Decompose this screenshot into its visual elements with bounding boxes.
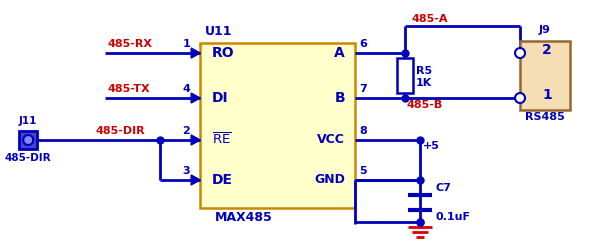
- Text: 485-B: 485-B: [407, 100, 443, 110]
- Text: VCC: VCC: [317, 133, 345, 147]
- Text: 485-TX: 485-TX: [107, 84, 150, 94]
- Text: $\overline{\rm RE}$: $\overline{\rm RE}$: [212, 132, 232, 148]
- Bar: [520, 41, 570, 110]
- Text: 5: 5: [359, 166, 367, 176]
- Text: 2: 2: [182, 126, 190, 136]
- Text: +5: +5: [423, 141, 440, 151]
- Text: RS485: RS485: [525, 112, 565, 122]
- Circle shape: [515, 93, 525, 103]
- Polygon shape: [191, 175, 200, 185]
- Text: 7: 7: [359, 84, 367, 94]
- Bar: [200, 43, 355, 208]
- Text: 6: 6: [359, 39, 367, 49]
- Text: J9: J9: [539, 25, 551, 35]
- Text: U11: U11: [205, 25, 233, 38]
- Text: DI: DI: [212, 91, 229, 105]
- Bar: [19, 131, 37, 149]
- Text: A: A: [334, 46, 345, 60]
- Text: 1: 1: [542, 88, 552, 102]
- Circle shape: [23, 135, 33, 145]
- Polygon shape: [191, 135, 200, 145]
- Text: 2: 2: [542, 43, 552, 57]
- Polygon shape: [191, 93, 200, 103]
- Text: J11: J11: [19, 116, 37, 126]
- Text: 1: 1: [182, 39, 190, 49]
- Text: 485-A: 485-A: [412, 14, 448, 24]
- Text: 485-RX: 485-RX: [107, 39, 152, 49]
- Text: 485-DIR: 485-DIR: [5, 153, 52, 163]
- Text: R5: R5: [416, 65, 432, 76]
- Text: 8: 8: [359, 126, 367, 136]
- Text: MAX485: MAX485: [215, 211, 273, 224]
- Text: RO: RO: [212, 46, 235, 60]
- Text: 4: 4: [182, 84, 190, 94]
- Polygon shape: [191, 48, 200, 58]
- Text: 3: 3: [182, 166, 190, 176]
- Circle shape: [515, 48, 525, 58]
- Text: 1K: 1K: [416, 78, 433, 88]
- Text: 485-DIR: 485-DIR: [95, 126, 145, 136]
- Text: C7: C7: [435, 183, 451, 193]
- Text: GND: GND: [314, 174, 345, 186]
- Text: 0.1uF: 0.1uF: [435, 212, 470, 222]
- Text: B: B: [334, 91, 345, 105]
- Text: DE: DE: [212, 173, 233, 187]
- Bar: [397, 58, 413, 93]
